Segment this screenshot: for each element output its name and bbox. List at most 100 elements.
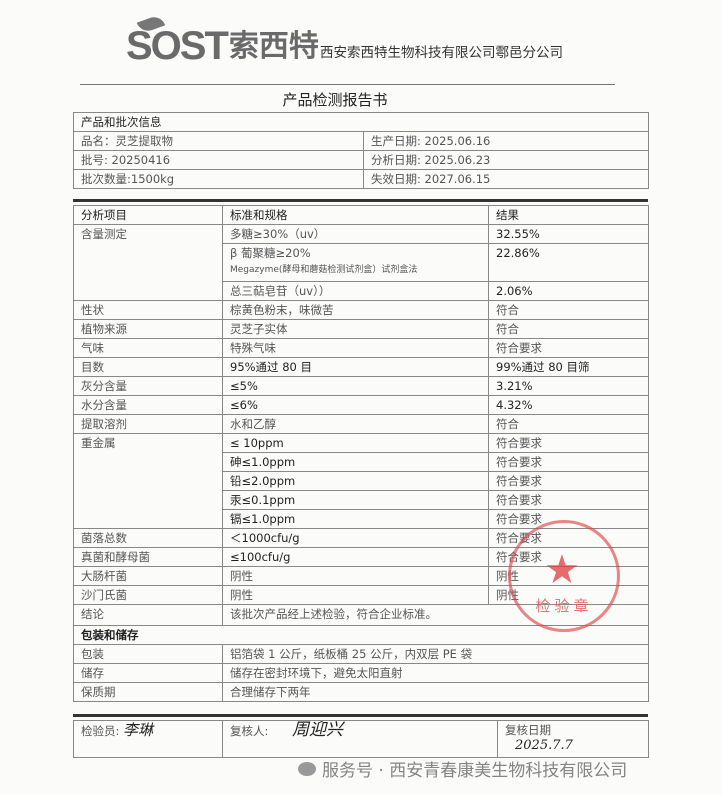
result-cell: 阴性	[488, 585, 649, 605]
item-cell: 目数	[73, 357, 223, 377]
table-row: 铅≤2.0ppm 符合要求	[74, 471, 649, 491]
logo-text-cn: 索西特	[228, 29, 319, 64]
spec-cell: 灵芝子实体	[222, 319, 489, 339]
info-cell: 品名：灵芝提取物	[73, 131, 364, 151]
inspector-signature: 李琳	[123, 721, 154, 740]
table-row: 包装 铝箔袋 1 公斤，纸板桶 25 公斤，内双层 PE 袋	[73, 644, 649, 664]
column-header: 标准和规格	[222, 205, 489, 225]
spec-cell: 棕黄色粉末，味微苦	[222, 300, 489, 320]
result-cell: 2.06%	[488, 281, 649, 301]
review-date-cell: 复核日期 2025.7.7	[497, 720, 649, 758]
spec-cell: ＜1000cfu/g	[222, 528, 489, 548]
result-cell: 符合要求	[488, 490, 649, 510]
item-cell: 沙门氏菌	[73, 585, 223, 605]
product-info-table: 产品和批次信息 品名：灵芝提取物 生产日期: 2025.06.16 批号: 202…	[73, 112, 649, 189]
table-row: 目数 95%通过 80 目 99%通过 80 目筛	[73, 357, 649, 377]
table-row: 菌落总数 ＜1000cfu/g 符合要求	[73, 528, 649, 548]
item-cell: 气味	[73, 338, 223, 358]
table-row: 沙门氏菌 阴性 阴性	[73, 585, 649, 605]
section-divider	[73, 714, 648, 717]
item-cell: 提取溶剂	[73, 414, 223, 434]
signature-table: 检验员: 李琳 复核人: 周迎兴 复核日期 2025.7.7	[73, 720, 649, 758]
result-cell: 符合要求	[488, 338, 649, 358]
page-title: 产品检测报告书	[282, 91, 388, 109]
spec-cell: 多糖≥30%（uv）	[222, 224, 489, 244]
spec-cell: 水和乙醇	[222, 414, 489, 434]
section-title: 产品和批次信息	[73, 112, 649, 132]
table-row: 气味 特殊气味 符合要求	[73, 338, 649, 358]
item-cell: 储存	[73, 663, 223, 683]
spec-cell: 镉≤1.0ppm	[222, 509, 489, 529]
section-title: 包装和储存	[73, 625, 649, 645]
info-cell: 批次数量:1500kg	[73, 169, 364, 189]
conclusion-row: 结论 该批次产品经上述检验，符合企业标准。	[73, 604, 649, 626]
result-cell: 32.55%	[488, 224, 649, 244]
item-cell: 植物来源	[73, 319, 223, 339]
info-cell: 失效日期: 2027.06.15	[363, 169, 649, 189]
table-row: 重金属 ≤ 10ppm 符合要求	[73, 433, 649, 529]
table-row: 保质期 合理储存下两年	[73, 682, 649, 702]
watermark-text: 服务号 · 西安青春康美生物科技有限公司	[322, 761, 628, 781]
result-cell: 3.21%	[488, 376, 649, 396]
table-row: 含量测定 多糖≥30%（uv） 32.55%	[73, 224, 649, 301]
info-cell: 分析日期: 2025.06.23	[363, 150, 649, 170]
review-date-signature: 2025.7.7	[515, 738, 573, 753]
spec-cell: ≤100cfu/g	[222, 547, 489, 567]
logo-text-en: SOST	[126, 24, 229, 68]
spec-cell: 铅≤2.0ppm	[222, 471, 489, 491]
table-row: 真菌和酵母菌 ≤100cfu/g 符合要求	[73, 547, 649, 567]
spec-cell: 汞≤0.1ppm	[222, 490, 489, 510]
company-name: 西安索西特生物科技有限公司鄠邑分公司	[320, 45, 563, 61]
spec-cell: 95%通过 80 目	[222, 357, 489, 377]
result-cell: 符合要求	[488, 547, 649, 567]
conclusion-text: 该批次产品经上述检验，符合企业标准。	[222, 604, 649, 626]
spec-cell: ≤6%	[222, 395, 489, 415]
section-divider	[73, 199, 648, 202]
text-cell: 合理储存下两年	[222, 682, 649, 702]
spec-text: β 葡聚糖≥20%	[230, 246, 311, 260]
reviewer-cell: 复核人: 周迎兴	[222, 720, 498, 758]
company-logo: SOST 索西特	[126, 22, 319, 66]
result-cell: 符合	[488, 319, 649, 339]
result-cell: 22.86%	[488, 243, 649, 282]
column-header: 分析项目	[73, 205, 223, 225]
result-cell: 4.32%	[488, 395, 649, 415]
table-row: 储存 储存在密封环境下，避免太阳直射	[73, 663, 649, 683]
item-cell: 含量测定	[73, 224, 223, 301]
spec-cell: 砷≤1.0ppm	[222, 452, 489, 472]
table-header: 分析项目 标准和规格 结果	[73, 205, 649, 225]
result-cell: 符合	[488, 300, 649, 320]
table-row: β 葡聚糖≥20% Megazyme(酵母和蘑菇检测试剂盒）试剂盒法 22.86%	[74, 243, 649, 282]
spec-cell: ≤ 10ppm	[222, 433, 489, 453]
result-cell: 符合要求	[488, 433, 649, 453]
item-cell: 性状	[73, 300, 223, 320]
spec-cell: 阴性	[222, 566, 489, 586]
column-header: 结果	[488, 205, 649, 225]
table-row: 大肠杆菌 阴性 阴性	[73, 566, 649, 586]
item-cell: 重金属	[73, 433, 223, 529]
spec-cell: 总三萜皂苷（uv））	[222, 281, 489, 301]
result-cell: 符合要求	[488, 452, 649, 472]
result-cell: 符合要求	[488, 509, 649, 529]
table-row: 提取溶剂 水和乙醇 符合	[73, 414, 649, 434]
header-divider	[80, 84, 615, 85]
result-cell: 符合	[488, 414, 649, 434]
result-cell: 99%通过 80 目筛	[488, 357, 649, 377]
spec-cell: β 葡聚糖≥20% Megazyme(酵母和蘑菇检测试剂盒）试剂盒法	[222, 243, 489, 282]
result-cell: 符合要求	[488, 471, 649, 491]
info-cell: 生产日期: 2025.06.16	[363, 131, 649, 151]
item-cell: 菌落总数	[73, 528, 223, 548]
table-row: 植物来源 灵芝子实体 符合	[73, 319, 649, 339]
table-row: 灰分含量 ≤5% 3.21%	[73, 376, 649, 396]
spec-cell: 阴性	[222, 585, 489, 605]
info-cell: 批号: 20250416	[73, 150, 364, 170]
table-row: 水分含量 ≤6% 4.32%	[73, 395, 649, 415]
reviewer-signature: 周迎兴	[292, 720, 344, 740]
spec-cell: ≤5%	[222, 376, 489, 396]
text-cell: 储存在密封环境下，避免太阳直射	[222, 663, 649, 683]
result-cell: 符合要求	[488, 528, 649, 548]
item-cell: 真菌和酵母菌	[73, 547, 223, 567]
inspector-cell: 检验员: 李琳	[73, 720, 223, 758]
item-cell: 包装	[73, 644, 223, 664]
watermark: 服务号 · 西安青春康美生物科技有限公司	[298, 756, 627, 781]
